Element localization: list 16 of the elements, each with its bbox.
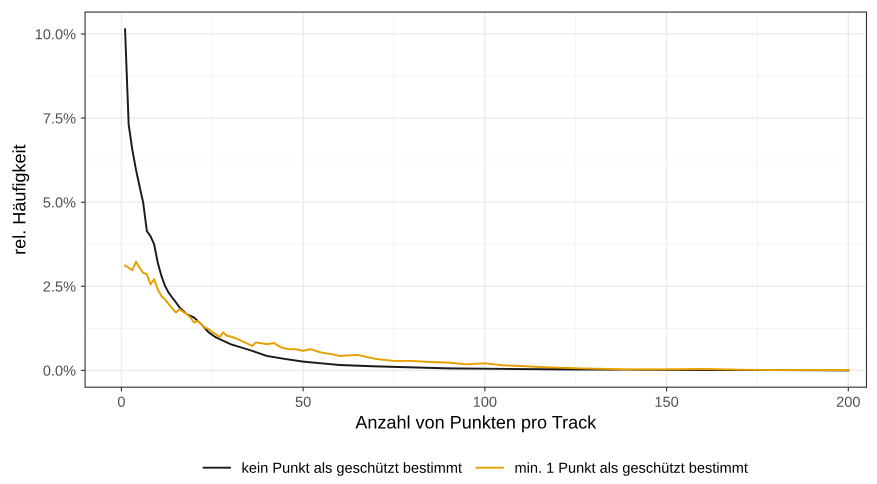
- line-series: [124, 28, 850, 372]
- y-axis-title: rel. Häufigkeit: [12, 144, 30, 254]
- line-series: [124, 260, 850, 372]
- x-tick-label: 50: [296, 396, 311, 407]
- y-tick-label: 7.5%: [44, 113, 76, 124]
- y-tick-label: 0.0%: [43, 365, 76, 376]
- y-tick-label: 5.0%: [43, 197, 76, 208]
- legend-label: min. 1 Punkt als geschützt bestimmt: [515, 462, 748, 476]
- x-tick-label: 0: [118, 396, 125, 407]
- y-tick-label: 2.5%: [44, 281, 76, 292]
- x-axis-title: Anzahl von Punkten pro Track: [355, 415, 596, 432]
- x-tick-label: 150: [656, 396, 678, 407]
- legend-label: kein Punkt als geschützt bestimmt: [242, 462, 462, 476]
- y-tick-label: 10.0%: [36, 29, 76, 40]
- x-tick-label: 100: [474, 396, 496, 407]
- x-tick-label: 200: [836, 396, 860, 407]
